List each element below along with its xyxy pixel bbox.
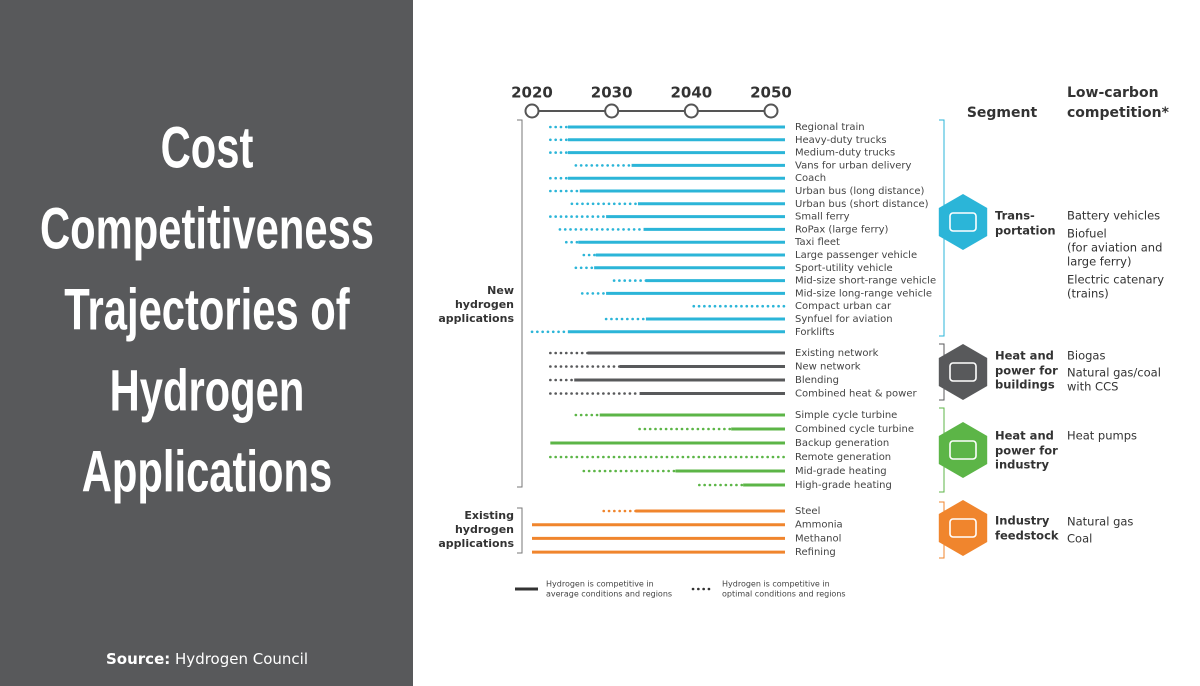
- axis-tick: [683, 103, 699, 119]
- row-label: Refining: [795, 547, 836, 558]
- x-tick-label: 2020: [511, 84, 553, 102]
- row-label: Steel: [795, 506, 820, 517]
- title-line: Hydrogen: [110, 358, 305, 423]
- competition-header: competition*: [1067, 105, 1170, 121]
- row-label: Taxi fleet: [794, 237, 840, 248]
- segment-label: portation: [995, 224, 1056, 238]
- title-line: Cost: [161, 115, 254, 180]
- icon-glyph: [949, 518, 977, 538]
- legend-label: average conditions and regions: [546, 590, 672, 599]
- segment-header: Segment: [967, 105, 1038, 121]
- slide-title: Cost Competitiveness Trajectories of Hydrog…: [40, 115, 374, 504]
- icon-glyph: [949, 212, 977, 232]
- row-label: Sport-utility vehicle: [795, 263, 893, 274]
- competition-label: Biofuel: [1067, 227, 1107, 241]
- segment-label: Industry: [995, 514, 1050, 528]
- legend-label: optimal conditions and regions: [722, 590, 846, 599]
- legend-label: Hydrogen is competitive in: [546, 580, 654, 589]
- segment-label: power for: [995, 444, 1058, 458]
- row-label: Regional train: [795, 122, 865, 133]
- competition-header: Low-carbon: [1067, 85, 1159, 101]
- source-name: Hydrogen Council: [175, 650, 308, 668]
- group-label: applications: [438, 312, 514, 325]
- row-label: Mid-size short-range vehicle: [795, 276, 936, 287]
- competition-label: with CCS: [1067, 380, 1118, 394]
- row-label: Ammonia: [795, 520, 843, 531]
- row-label: Urban bus (short distance): [795, 199, 929, 210]
- segment-label: feedstock: [995, 529, 1059, 543]
- source: Source: Hydrogen Council: [106, 650, 308, 668]
- segment-label: buildings: [995, 378, 1055, 392]
- segment-icon: [938, 344, 988, 400]
- competition-label: Biogas: [1067, 349, 1105, 363]
- row-label: Small ferry: [795, 212, 850, 223]
- icon-glyph: [949, 440, 977, 460]
- competition-label: Coal: [1067, 532, 1092, 546]
- group-label: Existing: [464, 509, 514, 522]
- segment-icon: [938, 194, 988, 250]
- title-line: Trajectories of: [64, 277, 349, 342]
- axis-tick: [604, 103, 620, 119]
- competition-label: large ferry): [1067, 255, 1131, 269]
- x-tick-label: 2040: [670, 84, 712, 102]
- group-bracket: [517, 119, 523, 488]
- segment-label: Heat and: [995, 429, 1054, 443]
- row-label: New network: [795, 362, 861, 373]
- row-label: RoPax (large ferry): [795, 224, 888, 235]
- title-line: Applications: [82, 439, 332, 504]
- group-label: New: [487, 284, 514, 297]
- group-label: applications: [438, 537, 514, 550]
- source-label: Source:: [106, 650, 170, 668]
- row-label: Compact urban car: [795, 301, 892, 312]
- row-label: Mid-grade heating: [795, 466, 887, 477]
- row-label: Mid-size long-range vehicle: [795, 288, 932, 299]
- competition-label: Battery vehicles: [1067, 209, 1160, 223]
- row-label: Coach: [795, 173, 826, 184]
- row-label: High-grade heating: [795, 480, 892, 491]
- group-bracket: [517, 507, 523, 554]
- row-label: Simple cycle turbine: [795, 410, 897, 421]
- x-tick-label: 2050: [750, 84, 792, 102]
- competition-label: Electric catenary: [1067, 273, 1164, 287]
- row-label: Large passenger vehicle: [795, 250, 917, 261]
- title-line: Competitiveness: [40, 196, 374, 261]
- segment-icon: [938, 422, 988, 478]
- row-label: Forklifts: [795, 327, 834, 338]
- segment-label: power for: [995, 364, 1058, 378]
- competition-label: (for aviation and: [1067, 241, 1162, 255]
- row-label: Vans for urban delivery: [795, 160, 912, 171]
- segment-label: Heat and: [995, 349, 1054, 363]
- row-label: Medium-duty trucks: [795, 148, 895, 159]
- row-label: Existing network: [795, 348, 879, 359]
- legend-label: Hydrogen is competitive in: [722, 580, 830, 589]
- competition-label: Natural gas/coal: [1067, 366, 1161, 380]
- competition-label: Heat pumps: [1067, 429, 1137, 443]
- row-label: Synfuel for aviation: [795, 314, 893, 325]
- icon-glyph: [949, 362, 977, 382]
- row-label: Heavy-duty trucks: [795, 135, 887, 146]
- axis-tick: [763, 103, 779, 119]
- competition-label: (trains): [1067, 287, 1109, 301]
- segment-icon: [938, 500, 988, 556]
- x-tick-label: 2030: [591, 84, 633, 102]
- row-label: Backup generation: [795, 438, 889, 449]
- group-label: hydrogen: [455, 298, 514, 311]
- group-label: hydrogen: [455, 523, 514, 536]
- segment-label: Trans-: [995, 209, 1035, 223]
- row-label: Methanol: [795, 533, 841, 544]
- row-label: Combined cycle turbine: [795, 424, 914, 435]
- axis-tick: [524, 103, 540, 119]
- side-panel: [0, 0, 413, 686]
- row-label: Combined heat & power: [795, 389, 917, 400]
- row-label: Remote generation: [795, 452, 891, 463]
- segment-label: industry: [995, 458, 1050, 472]
- row-label: Blending: [795, 375, 839, 386]
- row-label: Urban bus (long distance): [795, 186, 925, 197]
- competition-label: Natural gas: [1067, 515, 1133, 529]
